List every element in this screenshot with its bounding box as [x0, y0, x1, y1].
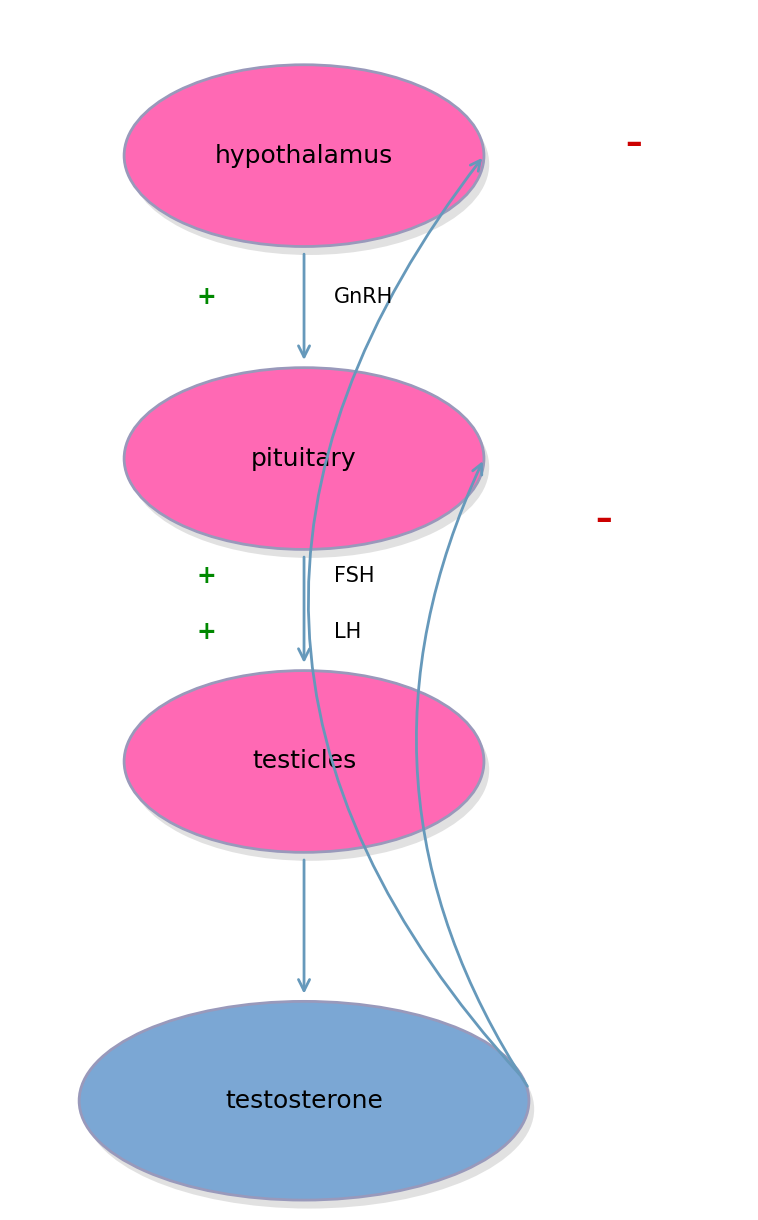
- Text: –: –: [596, 503, 612, 536]
- Ellipse shape: [130, 376, 489, 558]
- Text: +: +: [197, 564, 217, 588]
- Ellipse shape: [130, 680, 489, 861]
- Ellipse shape: [79, 1002, 529, 1200]
- Text: GnRH: GnRH: [334, 288, 393, 307]
- FancyArrowPatch shape: [416, 464, 528, 1086]
- Text: –: –: [625, 127, 642, 160]
- Text: pituitary: pituitary: [251, 447, 357, 471]
- Text: hypothalamus: hypothalamus: [215, 144, 393, 167]
- FancyArrowPatch shape: [309, 160, 519, 1075]
- Text: +: +: [197, 620, 217, 644]
- Ellipse shape: [124, 65, 484, 246]
- Text: testicles: testicles: [252, 749, 356, 773]
- Text: LH: LH: [334, 622, 362, 642]
- Ellipse shape: [124, 367, 484, 549]
- Text: FSH: FSH: [334, 566, 374, 586]
- Text: +: +: [197, 285, 217, 310]
- Text: testosterone: testosterone: [225, 1088, 383, 1113]
- Ellipse shape: [84, 1010, 534, 1209]
- Ellipse shape: [130, 73, 489, 255]
- Ellipse shape: [124, 671, 484, 853]
